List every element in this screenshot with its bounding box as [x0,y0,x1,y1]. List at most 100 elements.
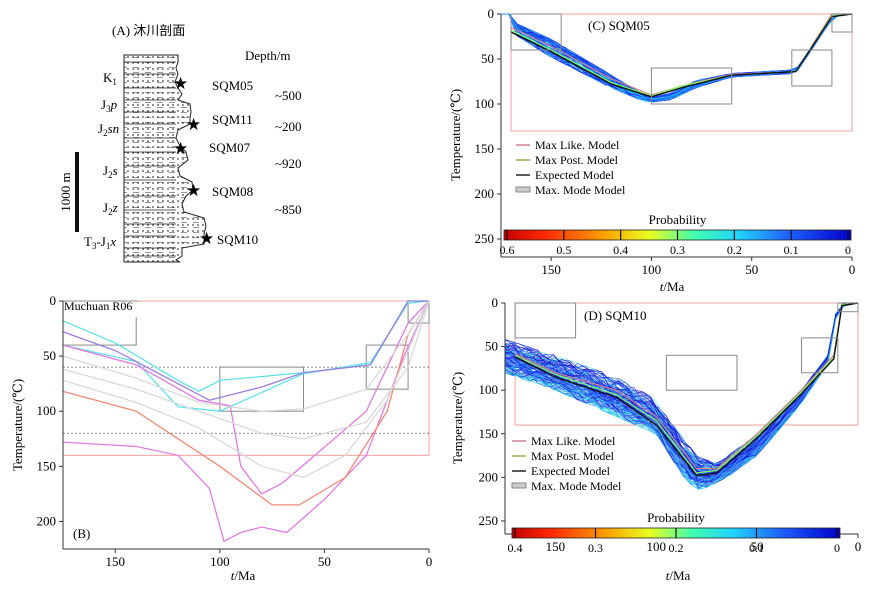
sample-label: SQM10 [217,232,258,247]
depth-value: ~200 [275,119,302,134]
panel-d-chart: 150 100 50 0 0 50 100 150 200 250 t/Ma Temperature/… [450,295,861,583]
constraint-box [665,354,738,391]
legend-label: Max Post. Model [535,153,619,167]
colorbar-tick-label: 0 [834,541,840,555]
constraint-box [837,302,859,313]
legend-swatch [511,482,527,489]
colorbar-tick-label: 0.2 [669,541,684,555]
y-tick-label: 250 [475,231,495,246]
unit-labels: K1 J3p J2sn J2s J2z T3-J1x [84,70,119,251]
x-axis-label-italic: t [231,568,235,583]
x-tick-label: 100 [647,539,667,554]
tT-path [504,302,859,488]
title-background [64,302,142,317]
series-line-grey-3 [62,300,430,412]
expected-model [514,302,859,477]
star-icon: ★ [173,74,188,93]
legend-label: Max Post. Model [531,449,615,463]
y-axis-label: Temperature/(℃) [10,379,25,471]
colorbar-tick-label: 0.2 [727,243,742,257]
colorbar-tick-label: 0.1 [749,541,764,555]
series-line-grey-1 [62,300,430,440]
x-axis-label: t/Ma [660,279,685,294]
x-tick-label: 50 [751,539,764,554]
colorbar-tick-label: 0.5 [556,243,571,257]
panel-label: (B) [73,526,90,541]
colorbar-tick-label: 0.6 [500,243,515,257]
series-line-magenta-1 [62,300,430,495]
star-icon: ★ [199,229,214,248]
x-axis-label: t/Ma [666,568,691,583]
legend-label: Expected Model [535,168,615,182]
legend-swatch [515,186,531,193]
sample-label: SQM07 [209,140,251,155]
scale-bar-label: 1000 m [58,172,73,211]
series-line-magenta-2 [62,300,430,543]
sample-label: SQM11 [212,112,253,127]
star-icon: ★ [173,139,188,158]
x-axis-label-unit: /Ma [663,279,684,294]
y-tick-label: 250 [479,513,499,528]
legend-label: Max Like. Model [535,138,620,152]
y-tick-label: 200 [37,513,57,528]
y-tick-label: 100 [475,96,495,111]
constraint-box [514,302,577,339]
panel-a-title: (A) 沐川剖面 [112,23,185,38]
depth-value: ~850 [275,202,302,217]
y-tick-label: 50 [481,51,494,66]
tT-path [504,302,859,484]
unit-label: J2z [103,200,118,217]
sample-label: SQM08 [212,184,253,199]
constraint-box [650,67,733,105]
x-tick-label: 150 [546,539,566,554]
unit-label: J2sn [98,121,119,138]
unit-label: J2s [103,163,118,180]
x-tick-label: 100 [210,554,230,569]
y-tick-label: 100 [479,382,499,397]
constraint-box [831,13,853,33]
chart-title: Muchuan R06 [64,299,132,313]
colorbar-tick-label: 0.4 [508,541,523,555]
legend-label: Expected Model [531,464,611,478]
x-tick-label: 50 [745,262,758,277]
x-tick-label: 100 [642,262,662,277]
legend-label: Max Like. Model [531,434,616,448]
colorbar-tick-label: 0.1 [784,243,799,257]
y-tick-label: 100 [37,403,57,418]
x-tick-label: 50 [318,554,331,569]
colorbar-title: Probability [647,510,705,525]
x-tick-label: 150 [106,554,126,569]
y-tick-label: 150 [37,458,57,473]
panel-label: (D) SQM10 [584,308,646,323]
x-axis-label-italic: t [666,568,670,583]
depth-header: Depth/m [245,48,291,63]
y-axis-label: Temperature/(℃) [450,372,465,464]
x-axis-label-unit: /Ma [669,568,690,583]
unit-label: K1 [103,70,117,87]
star-icon: ★ [186,181,201,200]
y-axis-label: Temperature/(℃) [448,89,463,181]
legend-label: Max. Mode Model [535,183,626,197]
x-axis-label-italic: t [660,279,664,294]
sample-label: SQM05 [212,78,253,93]
depth-value: ~920 [275,156,302,171]
constraint-box [510,13,562,51]
tT-path [504,302,859,485]
x-axis-label-unit: /Ma [234,568,255,583]
unit-label: J3p [101,97,118,114]
x-tick-label: 0 [426,554,433,569]
tT-path [501,13,853,99]
panel-c-chart: 150 100 50 0 0 50 100 150 200 250 t/Ma Temperature/… [448,6,855,294]
colorbar-tick-label: 0.4 [613,243,628,257]
x-tick-label: 0 [849,262,856,277]
series-line-red [62,300,430,506]
x-tick-label: 0 [855,539,862,554]
colorbar-tick-label: 0.3 [670,243,685,257]
label-background [585,307,667,324]
stratigraphic-column [123,54,207,263]
constraint-box [801,337,839,374]
y-tick-label: 150 [479,426,499,441]
colorbar-title: Probability [649,212,707,227]
legend-label: Max. Mode Model [531,479,622,493]
y-tick-label: 50 [485,339,498,354]
